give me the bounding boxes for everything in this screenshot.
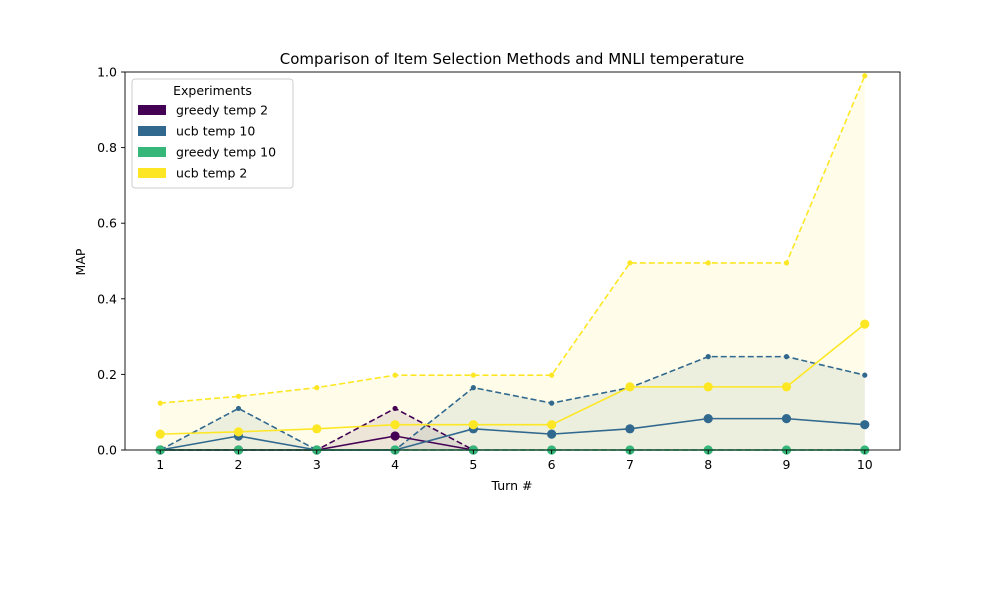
upper-point-ucb-temp-2 [157,400,163,406]
y-tick-label: 0.8 [97,140,117,155]
upper-point-ucb-temp-2 [705,260,711,266]
mean-point-ucb-temp-2 [233,427,244,437]
band-ucb-temp-10 [160,356,865,450]
mean-point-ucb-temp-2 [312,424,322,434]
upper-point-ucb-temp-2 [783,260,790,266]
legend-swatch-ucb-temp-2 [138,168,166,178]
axes: 1 2 3 4 5 6 7 8 9 10 0.0 0.2 0.4 0.6 0.8 1.0 [97,65,901,472]
legend-label-greedy-temp-2: greedy temp 2 [176,103,268,118]
upper-point-ucb-temp-10 [235,405,242,412]
x-tick-label: 9 [783,457,791,472]
upper-line-ucb-temp-2 [160,75,866,404]
x-tick-label: 7 [626,457,634,472]
mean-point-ucb-temp-2 [468,420,478,430]
mean-point-greedy-temp-2 [390,431,400,441]
x-tick-label: 8 [704,457,712,472]
upper-point-ucb-temp-2 [392,372,398,378]
chart-title: Comparison of Item Selection Methods and… [280,50,744,68]
legend-swatch-greedy-temp-2 [138,105,166,115]
y-tick-label: 0.6 [97,216,117,231]
legend-swatch-ucb-temp-10 [138,126,166,136]
upper-point-ucb-temp-2 [235,393,242,399]
mean-line-ucb-temp-10 [160,417,865,451]
upper-point-ucb-temp-10 [862,372,868,378]
mean-point-ucb-temp-2 [781,382,792,392]
upper-point-ucb-temp-2 [627,260,633,266]
mean-point-ucb-temp-10 [781,414,792,424]
upper-point-ucb-temp-10 [470,385,476,391]
mean-point-ucb-temp-10 [703,414,713,424]
legend-label-ucb-temp-2: ucb temp 2 [176,166,247,181]
mean-point-ucb-temp-2 [703,382,713,392]
mean-point-ucb-temp-10 [860,420,870,430]
legend-title: Experiments [173,83,252,98]
mean-point-ucb-temp-10 [547,429,557,439]
y-tick-label: 0.4 [97,291,117,306]
mean-point-ucb-temp-10 [625,424,635,434]
upper-point-ucb-temp-2 [314,385,320,391]
upper-point-ucb-temp-10 [783,354,790,360]
mean-point-ucb-temp-2 [860,319,870,329]
upper-point-ucb-temp-2 [549,372,555,378]
x-tick-label: 10 [857,457,873,472]
x-tick-label: 4 [391,457,399,472]
x-tick-label: 2 [235,457,243,472]
upper-point-greedy-temp-2 [392,405,398,412]
y-tick-label: 0.0 [97,443,117,458]
mean-point-ucb-temp-2 [547,420,557,430]
y-axis-label: MAP [73,248,88,275]
legend: Experiments greedy temp 2 ucb temp 10 greed… [131,78,294,189]
legend-swatch-greedy-temp-10 [138,147,166,157]
x-tick-label: 6 [548,457,556,472]
y-tick-label: 1.0 [97,65,117,80]
mean-point-ucb-temp-2 [155,429,165,439]
x-tick-label: 5 [469,457,477,472]
mean-point-ucb-temp-2 [625,382,635,392]
mean-point-ucb-temp-2 [390,420,400,430]
axes-frame [124,71,901,451]
x-tick-label: 1 [156,457,164,472]
legend-box [131,78,294,189]
upper-point-ucb-temp-2 [862,73,868,79]
x-axis-label: Turn # [491,478,533,493]
upper-point-ucb-temp-10 [705,354,711,360]
band-ucb-temp-2 [160,75,865,450]
legend-label-greedy-temp-10: greedy temp 10 [176,145,276,160]
upper-point-ucb-temp-10 [549,400,555,406]
upper-point-ucb-temp-2 [470,372,476,378]
mean-line-ucb-temp-2 [160,323,866,435]
x-tick-label: 3 [313,457,321,472]
y-tick-label: 0.2 [97,367,117,382]
legend-label-ucb-temp-10: ucb temp 10 [176,124,255,139]
